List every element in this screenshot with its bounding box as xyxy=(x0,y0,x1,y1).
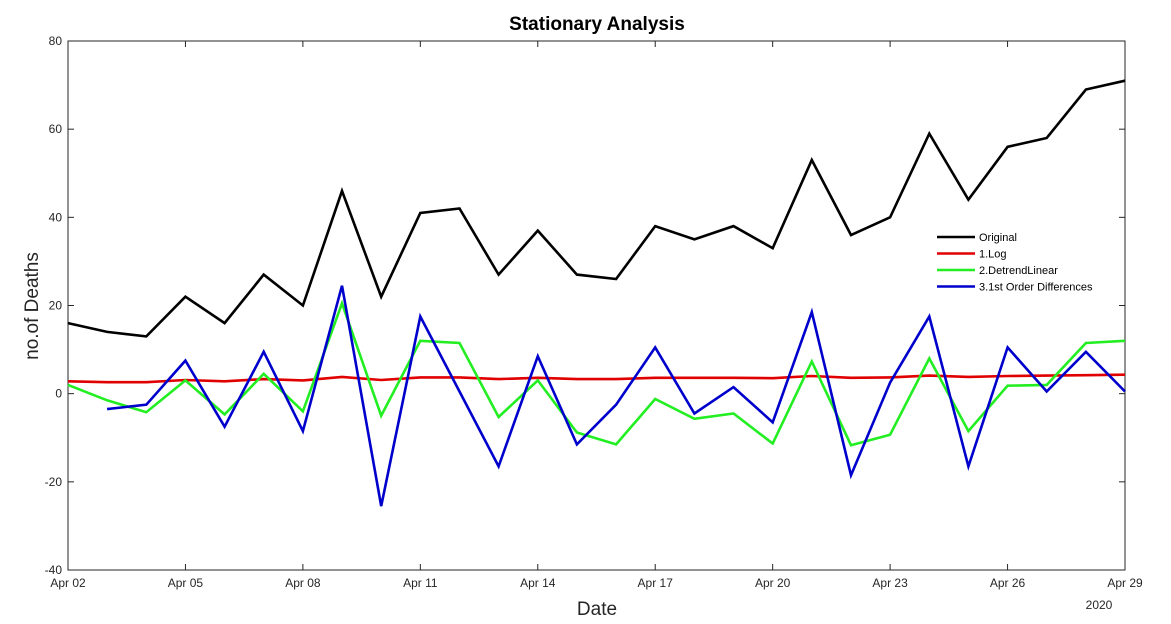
x-axis-label: Date xyxy=(577,599,617,620)
x-tick-label: Apr 11 xyxy=(403,576,438,590)
y-axis-label: no.of Deaths xyxy=(22,252,43,360)
x-tick-label: Apr 26 xyxy=(990,576,1026,590)
legend-entry-label: 3.1st Order Differences xyxy=(979,282,1093,294)
x-axis-year-label: 2020 xyxy=(1086,598,1113,612)
y-tick-label: -20 xyxy=(45,475,63,489)
series-line-3-1st-order-differences xyxy=(106,285,1126,507)
y-tick-label: -40 xyxy=(45,563,63,577)
x-tick-label: Apr 23 xyxy=(872,576,908,590)
legend-entry-label: 1.Log xyxy=(979,249,1007,261)
x-tick-label: Apr 14 xyxy=(520,576,556,590)
y-tick-label: 60 xyxy=(49,122,63,136)
legend-entry-label: Original xyxy=(979,232,1017,244)
legend: Original 1.Log 2.DetrendLinear 3.1st Order … xyxy=(937,232,1093,294)
x-tick-label: Apr 02 xyxy=(50,576,86,590)
y-tick-label: 80 xyxy=(49,34,63,48)
x-tick-label: Apr 08 xyxy=(285,576,321,590)
x-tick-label: Apr 29 xyxy=(1107,576,1143,590)
series-line-original xyxy=(67,79,1126,338)
plot-area: -40 -20 0 20 40 60 80 Apr 02 Apr 05 Apr 08 Apr 11 A… xyxy=(45,34,1143,590)
x-tick-label: Apr 05 xyxy=(168,576,204,590)
y-tick-label: 20 xyxy=(49,299,63,313)
x-tick-label: Apr 20 xyxy=(755,576,791,590)
chart-title: Stationary Analysis xyxy=(509,14,685,35)
legend-entry-label: 2.DetrendLinear xyxy=(979,265,1058,277)
series-line-1-log xyxy=(67,373,1126,384)
y-tick-label: 40 xyxy=(49,210,63,224)
axes-box xyxy=(67,40,1126,571)
y-tick-label: 0 xyxy=(55,387,62,401)
x-tick-label: Apr 17 xyxy=(638,576,674,590)
